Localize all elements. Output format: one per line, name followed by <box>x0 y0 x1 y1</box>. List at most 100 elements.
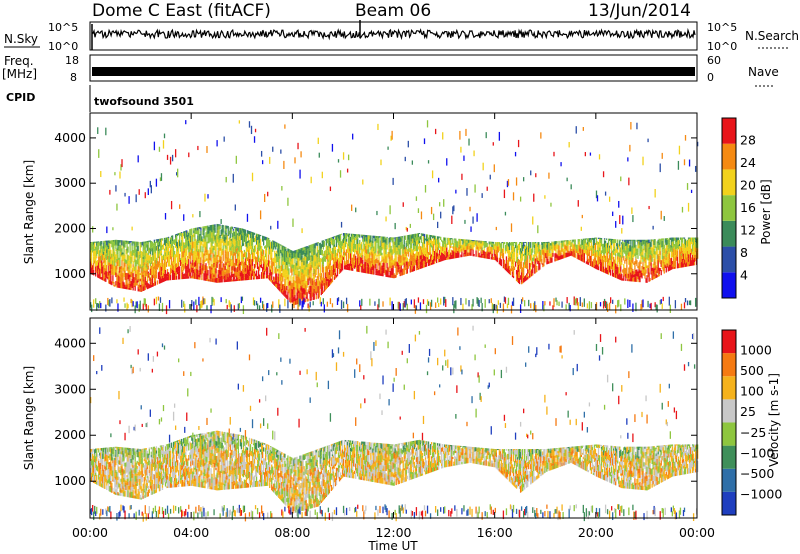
range-cell <box>398 245 400 249</box>
range-cell <box>188 272 190 277</box>
range-cell <box>641 300 643 309</box>
range-cell <box>611 263 613 270</box>
range-cell <box>422 235 425 242</box>
range-cell <box>299 256 301 261</box>
range-cell <box>278 268 280 274</box>
range-cell <box>413 242 416 250</box>
range-cell <box>345 267 348 270</box>
range-cell <box>419 265 422 269</box>
range-cell <box>269 263 271 267</box>
range-cell <box>145 250 147 253</box>
range-cell <box>112 264 114 272</box>
range-cell <box>351 257 353 264</box>
range-cell <box>543 247 545 251</box>
range-cell <box>192 248 194 251</box>
range-cell <box>218 273 220 279</box>
range-cell <box>510 223 513 232</box>
range-cell <box>490 252 492 255</box>
range-cell <box>504 244 507 251</box>
range-cell <box>585 250 588 255</box>
range-cell <box>185 230 187 232</box>
range-cell <box>354 253 356 261</box>
range-cell <box>491 247 493 254</box>
range-cell <box>242 228 245 233</box>
range-cell <box>353 254 355 258</box>
range-cell <box>109 189 111 195</box>
range-cell <box>660 241 662 246</box>
range-cell <box>524 255 526 260</box>
range-cell <box>411 255 414 262</box>
range-cell <box>255 259 258 263</box>
range-cell <box>266 239 268 247</box>
range-cell <box>570 184 572 190</box>
range-cell <box>113 266 115 271</box>
range-cell <box>650 262 652 268</box>
range-cell <box>288 252 290 258</box>
range-cell <box>266 266 268 271</box>
range-cell <box>192 253 194 260</box>
range-cell <box>454 245 456 252</box>
range-cell <box>562 243 564 247</box>
range-cell <box>478 252 480 258</box>
range-cell <box>192 250 194 254</box>
range-cell <box>584 243 587 251</box>
range-cell <box>342 152 345 160</box>
range-cell <box>557 250 559 256</box>
range-cell <box>359 253 361 257</box>
range-cell <box>91 267 93 275</box>
range-cell <box>659 268 661 272</box>
range-cell <box>264 263 266 271</box>
range-cell <box>108 265 110 271</box>
range-cell <box>507 266 510 274</box>
range-cell <box>552 305 554 310</box>
range-cell <box>551 246 553 249</box>
range-cell <box>174 263 177 271</box>
range-cell <box>280 244 282 246</box>
range-cell <box>306 256 308 264</box>
range-cell <box>140 272 142 279</box>
range-cell <box>231 259 233 267</box>
range-cell <box>190 235 192 243</box>
range-cell <box>633 245 635 249</box>
range-cell <box>307 246 309 249</box>
range-cell <box>460 146 462 153</box>
range-cell <box>345 241 348 244</box>
range-cell <box>151 241 154 247</box>
range-cell <box>625 274 627 279</box>
range-cell <box>355 234 357 237</box>
range-cell <box>168 259 171 267</box>
range-cell <box>677 240 680 245</box>
range-cell <box>328 246 331 253</box>
range-cell <box>271 257 273 263</box>
range-cell <box>143 265 145 271</box>
range-cell <box>402 303 404 310</box>
range-cell <box>224 253 226 261</box>
range-cell <box>608 247 611 255</box>
range-cell <box>620 257 622 265</box>
range-cell <box>584 250 587 254</box>
range-cell <box>119 240 121 243</box>
range-cell <box>162 140 165 149</box>
range-cell <box>556 300 558 306</box>
range-cell <box>579 253 581 261</box>
range-cell <box>361 249 363 252</box>
range-cell <box>596 251 599 259</box>
range-cell <box>255 251 258 255</box>
range-cell <box>425 234 428 236</box>
range-cell <box>385 216 387 222</box>
range-cell <box>198 276 200 280</box>
range-cell <box>327 238 330 243</box>
range-cell <box>95 246 97 251</box>
range-cell <box>346 233 349 237</box>
range-cell <box>529 273 531 278</box>
range-cell <box>340 300 343 310</box>
range-cell <box>273 279 275 282</box>
range-cell <box>267 302 269 309</box>
range-cell <box>169 255 172 260</box>
range-cell <box>410 299 412 305</box>
range-cell <box>475 241 477 247</box>
range-cell <box>499 243 502 248</box>
range-cell <box>415 196 418 201</box>
range-cell <box>114 172 116 176</box>
range-cell <box>308 290 310 295</box>
